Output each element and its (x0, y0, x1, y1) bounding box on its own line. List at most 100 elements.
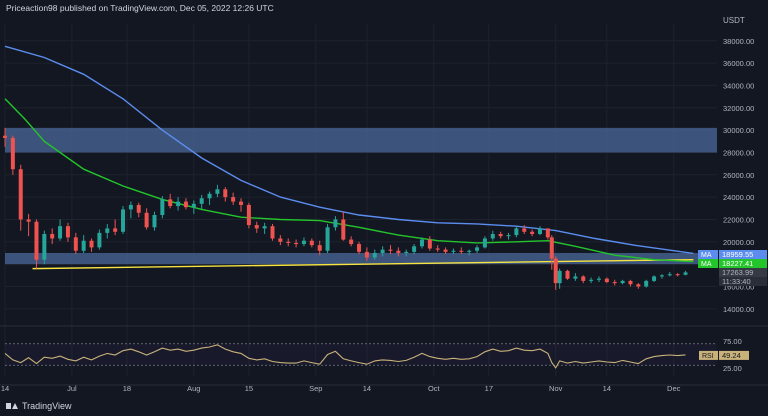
candle-body (199, 198, 204, 204)
ma-value-tag (719, 259, 767, 268)
x-tick-label: 14 (1, 384, 9, 393)
candle-body (286, 241, 291, 243)
candle-body (522, 228, 527, 232)
y-tick-label: 20000.00 (723, 238, 754, 247)
y-tick-label: 34000.00 (723, 81, 754, 90)
candle-body (357, 244, 362, 252)
candle-body (10, 137, 15, 170)
candle-body (537, 228, 542, 234)
tradingview-logo-icon (6, 401, 18, 411)
candle-body (683, 272, 688, 275)
x-tick-label: 15 (245, 384, 253, 393)
rsi-value-tag (719, 350, 749, 360)
rsi-tick-label: 75.00 (723, 337, 742, 346)
rsi-line (4, 344, 686, 369)
candle-body (50, 233, 55, 239)
candle-body (113, 228, 118, 232)
rsi-label-tag (699, 350, 718, 360)
candle-body (467, 250, 472, 252)
candle-body (451, 250, 456, 252)
candle-body (380, 249, 385, 253)
candle-body (18, 169, 23, 220)
candle-body (604, 278, 609, 283)
tradingview-brand[interactable]: TradingView (6, 401, 72, 411)
candle-body (301, 240, 306, 245)
ma-label-name: MA (701, 261, 712, 268)
candle-body (176, 201, 181, 207)
candle-body (270, 226, 275, 239)
candle-body (239, 201, 244, 205)
rsi-label-name: RSI (702, 353, 714, 360)
candle-body (349, 239, 354, 245)
ma-value: 18227.41 (722, 259, 753, 268)
currency-label: USDT (723, 16, 745, 25)
candle-body (530, 231, 535, 234)
candle-body (573, 276, 578, 279)
candle-body (215, 189, 220, 194)
y-tick-label: 38000.00 (723, 37, 754, 46)
candle-body (97, 232, 102, 248)
candle-body (596, 278, 601, 280)
candle-body (372, 252, 377, 258)
y-tick-label: 26000.00 (723, 171, 754, 180)
candle-body (506, 235, 511, 237)
candle-body (557, 270, 562, 284)
candle-body (636, 284, 641, 287)
candle-body (498, 233, 503, 237)
candle-body (128, 204, 133, 210)
candle-body (364, 251, 369, 258)
candle-body (191, 203, 196, 208)
candle-body (89, 240, 94, 248)
ma-label-tag (698, 259, 718, 268)
candle-body (136, 204, 141, 213)
rsi-value: 49.24 (722, 351, 741, 360)
candle-body (294, 242, 299, 245)
candle-body (81, 240, 86, 251)
candle-body (553, 258, 558, 284)
candle-body (581, 276, 586, 281)
candle-body (333, 219, 338, 228)
y-tick-label: 30000.00 (723, 126, 754, 135)
candle-body (152, 215, 157, 228)
candle-body (42, 233, 47, 260)
candle-body (26, 219, 31, 222)
candle-body (404, 251, 409, 253)
candle-body (223, 189, 228, 198)
candle-body (514, 228, 519, 236)
candle-body (207, 193, 212, 199)
candle-body (309, 240, 314, 246)
y-tick-label: 22000.00 (723, 215, 754, 224)
candle-body (565, 270, 570, 279)
candle-body (58, 226, 63, 239)
candle-body (3, 135, 7, 138)
y-tick-label: 14000.00 (723, 305, 754, 314)
x-tick-label: Oct (428, 384, 441, 393)
y-tick-label: 32000.00 (723, 104, 754, 113)
trendline (32, 258, 694, 270)
support-resistance-zone (5, 252, 717, 265)
candle-body (160, 199, 165, 216)
ma-value: 18959.55 (722, 250, 753, 259)
candle-body (65, 226, 70, 238)
candle-body (475, 247, 480, 251)
candle-body (183, 201, 188, 208)
candle-body (482, 238, 487, 248)
y-tick-label: 16000.00 (723, 282, 754, 291)
candle-body (34, 221, 39, 260)
candle-body (388, 249, 393, 251)
candle-body (121, 209, 126, 232)
publisher-header: Priceaction98 published on TradingView.c… (6, 3, 274, 13)
y-tick-label: 28000.00 (723, 148, 754, 157)
candle-body (545, 228, 550, 238)
candle-body (628, 280, 633, 285)
candle-body (659, 275, 664, 277)
candle-body (620, 280, 625, 284)
candle-body (443, 249, 448, 252)
candle-body (317, 245, 322, 251)
support-resistance-zone (5, 127, 717, 153)
candle-body (435, 248, 440, 250)
x-tick-label: Sep (309, 384, 322, 393)
candle-body (612, 282, 617, 284)
price-tag (719, 268, 767, 277)
